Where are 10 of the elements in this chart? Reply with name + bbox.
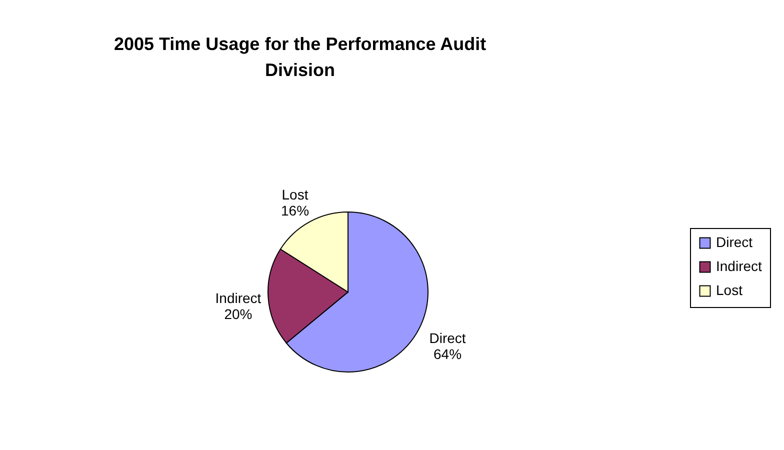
slice-label: Lost <box>282 186 308 203</box>
legend-label: Direct <box>716 234 753 250</box>
legend-label: Indirect <box>716 258 762 274</box>
data-label: 16% <box>280 202 310 219</box>
data-label: 20% <box>224 306 252 322</box>
legend-label: Lost <box>716 282 743 298</box>
slice-label: Indirect <box>215 290 262 306</box>
chart-title: 2005 Time Usage for the Performance Audit Division <box>114 34 486 80</box>
slice-label: Direct <box>429 330 466 346</box>
data-label: 64% <box>434 346 462 362</box>
